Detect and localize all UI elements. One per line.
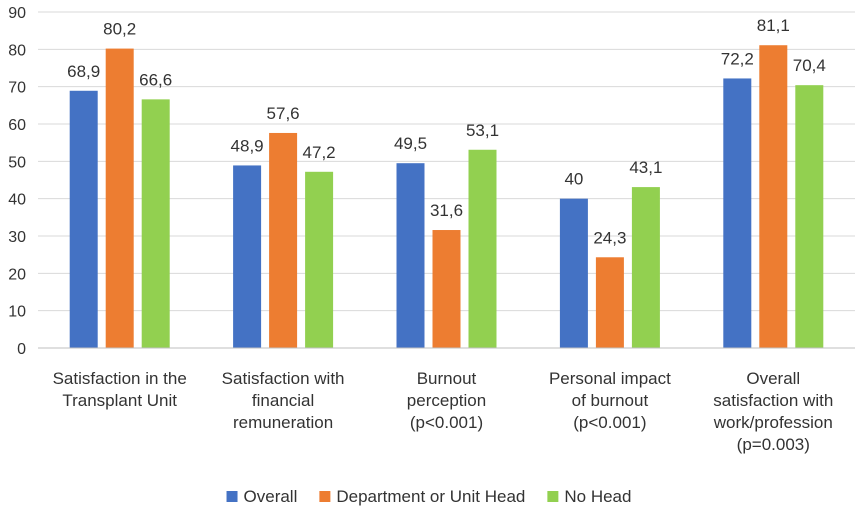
y-tick-label: 80 — [8, 42, 26, 59]
data-label: 43,1 — [629, 158, 662, 177]
data-label: 70,4 — [793, 56, 826, 75]
bar-no-head-0 — [141, 99, 170, 348]
legend-swatch — [226, 491, 238, 502]
gridlines — [38, 11, 855, 312]
legend-swatch — [547, 491, 559, 502]
bar-overall-2 — [396, 163, 425, 348]
bar-no-head-3 — [631, 187, 660, 348]
data-label: 80,2 — [103, 20, 136, 39]
bar-department-or-unit-head-0 — [105, 48, 134, 348]
data-label: 68,9 — [67, 62, 100, 81]
data-label: 47,2 — [303, 143, 336, 162]
legend-label: No Head — [564, 487, 631, 506]
y-tick-label: 30 — [8, 229, 26, 246]
legend-label: Department or Unit Head — [336, 487, 525, 506]
bar-no-head-4 — [795, 85, 824, 348]
legend-label: Overall — [244, 487, 298, 506]
data-label: 49,5 — [394, 134, 427, 153]
x-category-label: Burnout perception (p<0.001) — [407, 369, 486, 432]
data-label: 81,1 — [757, 16, 790, 35]
bar-department-or-unit-head-1 — [269, 132, 298, 348]
y-tick-label: 70 — [8, 80, 26, 97]
y-tick-label: 0 — [17, 341, 26, 358]
y-tick-label: 40 — [8, 192, 26, 209]
x-category-label: Overall satisfaction with work/profession(… — [713, 369, 834, 454]
bar-department-or-unit-head-4 — [759, 45, 788, 349]
x-category-label: Satisfaction with financial remuneration — [222, 369, 345, 432]
bar-overall-0 — [69, 90, 98, 349]
data-label: 66,6 — [139, 70, 172, 89]
x-category-label: Personal impact of burnout (p<0.001) — [549, 369, 671, 432]
y-tick-label: 60 — [8, 117, 26, 134]
bar-overall-1 — [233, 165, 262, 348]
y-tick-label: 20 — [8, 266, 26, 283]
legend-swatch — [319, 491, 331, 502]
x-category-label: Satisfaction in the Transplant Unit — [53, 369, 187, 410]
data-label: 48,9 — [231, 136, 264, 155]
data-label: 24,3 — [593, 228, 626, 247]
bar-department-or-unit-head-3 — [595, 257, 624, 348]
bar-no-head-2 — [468, 149, 497, 348]
legend: Overall Department or Unit Head No Head — [226, 487, 631, 506]
y-tick-label: 10 — [8, 304, 26, 321]
y-tick-label: 90 — [8, 5, 26, 22]
bars — [69, 45, 824, 349]
bar-no-head-1 — [305, 171, 334, 348]
bar-overall-4 — [723, 78, 752, 348]
data-label: 72,2 — [721, 49, 754, 68]
bar-overall-3 — [559, 198, 588, 348]
x-axis: Satisfaction in the Transplant Unit Satisf… — [38, 347, 855, 454]
y-tick-label: 50 — [8, 154, 26, 171]
data-labels: 68,9 80,2 66,6 48,957,6 47,2 49,5 31,6 53,1 40 24… — [67, 16, 826, 247]
data-label: 40 — [564, 170, 583, 189]
y-axis: 0 10 20 30 40 50 60 70 80 90 — [8, 5, 26, 358]
data-label: 57,6 — [267, 104, 300, 123]
data-label: 53,1 — [466, 121, 499, 140]
data-label: 31,6 — [430, 201, 463, 220]
bar-department-or-unit-head-2 — [432, 230, 461, 348]
